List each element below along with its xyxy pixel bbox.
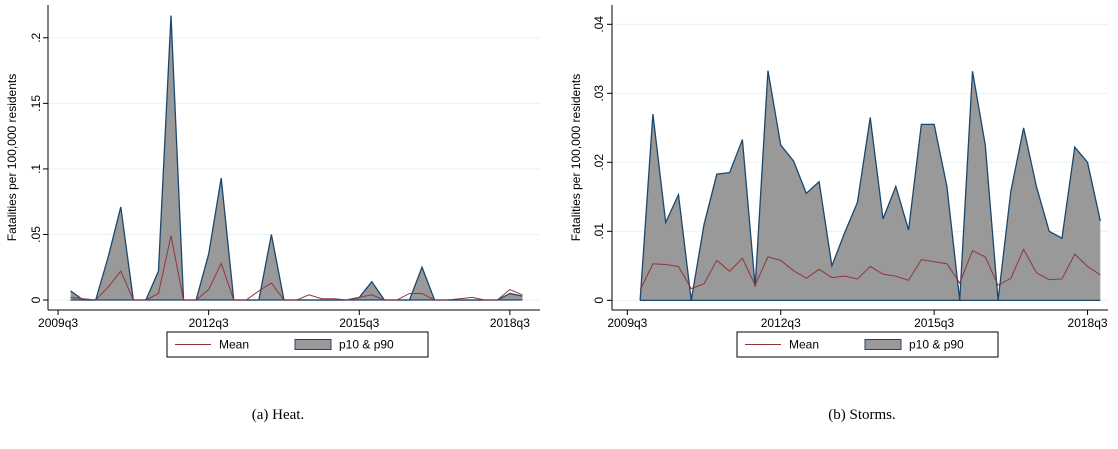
x-tick-label: 2015q3 — [339, 316, 379, 330]
y-axis-title: Fatalities per 100,000 residents — [5, 74, 19, 241]
x-tick-label: 2009q3 — [38, 316, 78, 330]
band-area — [640, 70, 1101, 301]
y-tick-label: .15 — [29, 95, 43, 112]
legend-swatch — [294, 339, 332, 350]
band-high-line — [70, 15, 523, 301]
mean-line — [70, 235, 523, 301]
caption: (b) Storms. — [828, 407, 896, 423]
x-tick-label: 2015q3 — [914, 316, 954, 330]
legend-swatch — [864, 339, 902, 350]
y-tick-label: .04 — [592, 16, 606, 33]
y-axis-title: Fatalities per 100,000 residents — [569, 74, 583, 241]
legend-label: Mean — [789, 338, 819, 352]
y-tick-label: .05 — [29, 226, 43, 243]
legend-label: p10 & p90 — [339, 338, 394, 352]
x-tick-label: 2009q3 — [607, 316, 647, 330]
y-tick-label: .02 — [592, 154, 606, 171]
y-tick-label: .2 — [29, 32, 43, 42]
y-tick-label: .01 — [592, 223, 606, 240]
caption: (a) Heat. — [252, 407, 304, 423]
band-area — [70, 15, 523, 301]
y-tick-label: .03 — [592, 85, 606, 102]
legend-label: p10 & p90 — [909, 338, 964, 352]
x-tick-label: 2012q3 — [189, 316, 229, 330]
legend-label: Mean — [219, 338, 249, 352]
y-tick-label: 0 — [592, 297, 606, 304]
y-tick-label: .1 — [29, 164, 43, 174]
x-tick-label: 2018q3 — [490, 316, 530, 330]
x-tick-label: 2018q3 — [1068, 316, 1108, 330]
x-tick-label: 2012q3 — [761, 316, 801, 330]
mean-line — [639, 248, 1101, 291]
y-tick-label: 0 — [29, 296, 43, 303]
band-high-line — [639, 70, 1101, 301]
